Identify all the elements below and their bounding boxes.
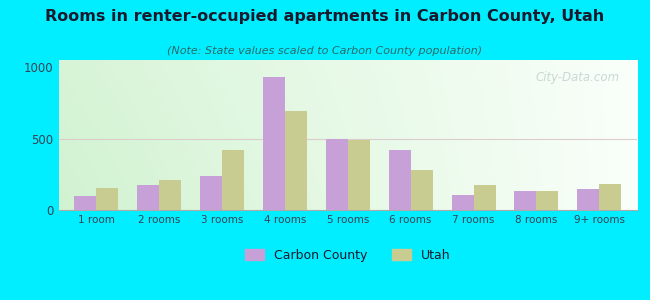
Text: City-Data.com: City-Data.com <box>536 70 619 83</box>
Legend: Carbon County, Utah: Carbon County, Utah <box>240 244 456 267</box>
Bar <box>96 188 118 210</box>
Bar <box>599 184 621 210</box>
Text: Rooms in renter-occupied apartments in Carbon County, Utah: Rooms in renter-occupied apartments in C… <box>46 9 605 24</box>
Bar <box>536 191 558 210</box>
Bar <box>514 191 536 210</box>
Bar <box>200 176 222 210</box>
Bar <box>411 170 433 210</box>
Text: (Note: State values scaled to Carbon County population): (Note: State values scaled to Carbon Cou… <box>168 46 482 56</box>
Bar <box>452 195 473 210</box>
Bar <box>326 139 348 210</box>
Bar <box>159 180 181 210</box>
Bar <box>348 140 370 210</box>
Bar <box>285 111 307 210</box>
Bar <box>137 185 159 210</box>
Bar <box>74 196 96 210</box>
Bar <box>473 185 495 210</box>
Bar <box>222 150 244 210</box>
Bar <box>389 150 411 210</box>
Bar <box>263 77 285 210</box>
Bar <box>577 189 599 210</box>
